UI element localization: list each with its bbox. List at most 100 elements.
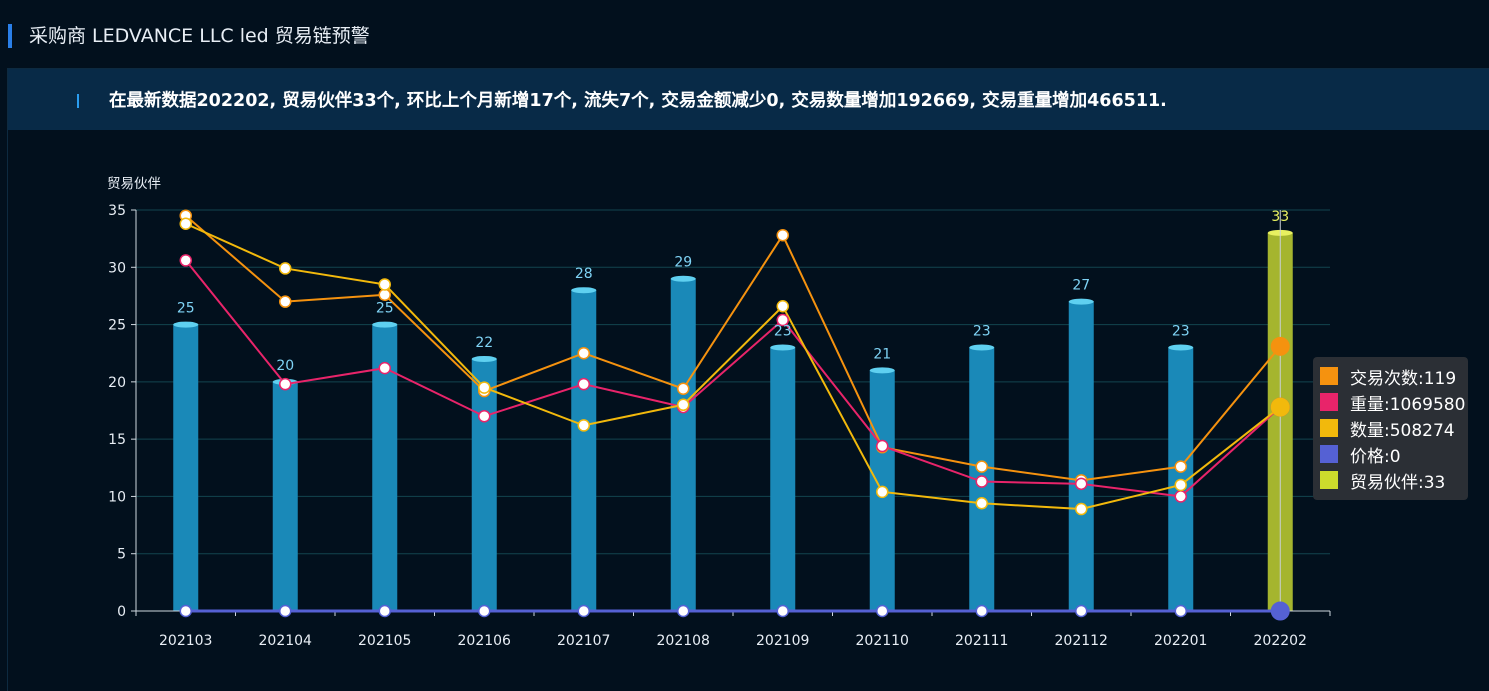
series-line xyxy=(185,214,1282,482)
series-point xyxy=(677,382,690,395)
series-line xyxy=(184,259,1281,498)
series-point-highlight xyxy=(1270,336,1290,356)
series-point xyxy=(975,475,988,488)
x-tick-label: 202112 xyxy=(1055,633,1108,649)
bar-cap xyxy=(770,344,796,351)
x-tick-label: 202103 xyxy=(159,633,212,649)
series-point xyxy=(776,299,789,313)
series-point xyxy=(876,485,889,499)
series-point xyxy=(975,460,988,473)
series-point xyxy=(179,254,192,267)
series-point xyxy=(279,295,292,308)
x-tick-label: 202104 xyxy=(259,633,313,649)
y-axis-title: 贸易伙伴 xyxy=(107,176,161,192)
bar-value-label: 28 xyxy=(575,266,593,282)
series-point xyxy=(279,604,292,618)
legend-item-weight[interactable]: 重量:1069580 xyxy=(1313,389,1468,415)
bar-cap xyxy=(869,367,895,374)
series-point xyxy=(1075,502,1088,516)
legend-item-quantity[interactable]: 数量:508274 xyxy=(1313,415,1468,441)
series-line xyxy=(185,222,1281,511)
title-accent-bar xyxy=(8,24,12,48)
series-point xyxy=(677,604,690,618)
title-bar: 采购商 LEDVANCE LLC led 贸易链预警 xyxy=(0,0,1489,68)
bar xyxy=(770,347,796,611)
legend-item-partners[interactable]: 贸易伙伴:33 xyxy=(1313,467,1468,493)
series-point xyxy=(776,313,789,327)
series-point xyxy=(975,604,988,618)
legend-item-price[interactable]: 价格:0 xyxy=(1313,441,1468,467)
bar-cap xyxy=(969,344,995,351)
y-tick-label: 25 xyxy=(108,318,126,334)
x-tick-label: 202110 xyxy=(856,633,909,649)
bar-cap xyxy=(471,355,497,362)
bar-value-label: 25 xyxy=(376,301,394,317)
bar-cap xyxy=(1168,344,1194,351)
legend-label-price: 价格:0 xyxy=(1350,446,1401,467)
x-tick-label: 202202 xyxy=(1254,633,1307,649)
y-tick-label: 15 xyxy=(108,432,126,448)
x-tick-label: 202105 xyxy=(358,633,411,649)
series-point xyxy=(677,398,690,412)
series-point xyxy=(279,377,292,391)
x-tick-label: 202201 xyxy=(1154,633,1207,649)
series-point xyxy=(179,604,192,618)
series-point xyxy=(577,419,590,432)
bar-value-label: 22 xyxy=(475,335,493,351)
banner-accent-bar xyxy=(77,94,79,108)
summary-banner: 在最新数据202202, 贸易伙伴33个, 环比上个月新增17个, 流失7个, … xyxy=(8,69,1489,130)
bar-cap xyxy=(173,321,199,328)
series-point xyxy=(179,217,192,230)
y-tick-label: 5 xyxy=(117,547,126,563)
summary-text: 在最新数据202202, 贸易伙伴33个, 环比上个月新增17个, 流失7个, … xyxy=(109,91,1167,111)
page-title: 采购商 LEDVANCE LLC led 贸易链预警 xyxy=(29,25,370,47)
bar-value-label: 33 xyxy=(1271,209,1289,225)
legend-swatch-trades xyxy=(1320,367,1338,385)
bar xyxy=(571,290,597,611)
x-tick-label: 202109 xyxy=(756,633,809,649)
bar-value-label: 27 xyxy=(1072,278,1090,294)
bar xyxy=(1068,301,1094,611)
series-point xyxy=(478,381,491,394)
series-point xyxy=(975,497,988,510)
bar-cap xyxy=(1068,298,1094,305)
legend-swatch-price xyxy=(1320,445,1338,463)
legend-swatch-quantity xyxy=(1320,419,1338,437)
series-point xyxy=(378,361,391,375)
bar-value-label: 21 xyxy=(873,346,891,362)
bar-cap xyxy=(571,287,597,294)
bar xyxy=(272,381,298,611)
bar xyxy=(670,278,696,611)
y-tick-label: 35 xyxy=(108,203,126,219)
x-tick-label: 202107 xyxy=(557,633,610,649)
series-point xyxy=(577,377,590,391)
series-point xyxy=(378,604,391,618)
series-point xyxy=(279,262,292,275)
bar-value-label: 23 xyxy=(774,323,792,339)
legend-item-trades[interactable]: 交易次数:119 xyxy=(1313,363,1468,389)
bar-cap xyxy=(372,321,398,328)
x-tick-label: 202106 xyxy=(458,633,512,649)
series-point xyxy=(1174,478,1187,492)
y-tick-label: 0 xyxy=(117,604,126,620)
bar-value-label: 29 xyxy=(674,255,692,271)
series-point xyxy=(876,604,889,618)
series-point xyxy=(478,604,491,618)
y-tick-label: 10 xyxy=(108,489,126,505)
series-point xyxy=(577,604,590,618)
legend-label-quantity: 数量:508274 xyxy=(1350,420,1455,441)
series-point xyxy=(1174,490,1187,503)
bar-value-label: 20 xyxy=(276,358,294,374)
legend-swatch-partners xyxy=(1320,471,1338,489)
series-point xyxy=(378,278,391,291)
bar-value-label: 23 xyxy=(973,323,991,339)
series-point xyxy=(378,288,391,302)
series-point xyxy=(1075,477,1088,491)
series-point xyxy=(478,409,491,423)
legend-label-partners: 贸易伙伴:33 xyxy=(1350,472,1446,493)
bar-value-label: 23 xyxy=(1172,323,1190,339)
bar xyxy=(471,358,497,611)
bar xyxy=(173,324,199,611)
y-tick-label: 20 xyxy=(108,375,126,391)
